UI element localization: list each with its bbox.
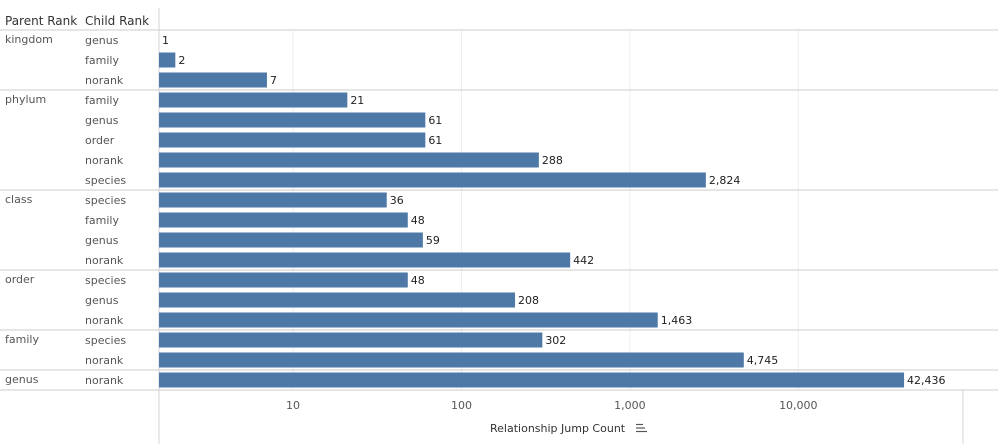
data-label: 21 bbox=[350, 94, 364, 107]
data-label: 1,463 bbox=[661, 314, 693, 327]
bar[interactable] bbox=[159, 372, 905, 388]
data-label: 1 bbox=[162, 34, 169, 47]
child-rank-label[interactable]: norank bbox=[85, 374, 124, 387]
bar[interactable] bbox=[159, 92, 348, 108]
data-label: 61 bbox=[428, 114, 442, 127]
child-rank-label[interactable]: species bbox=[85, 194, 126, 207]
bar[interactable] bbox=[159, 112, 426, 128]
data-label: 48 bbox=[411, 274, 425, 287]
bar[interactable] bbox=[159, 172, 706, 188]
bar[interactable] bbox=[159, 312, 658, 328]
parent-rank-label[interactable]: genus bbox=[5, 373, 39, 386]
data-label: 4,745 bbox=[747, 354, 779, 367]
sort-icon[interactable] bbox=[636, 423, 647, 433]
child-rank-label[interactable]: norank bbox=[85, 154, 124, 167]
child-rank-label[interactable]: family bbox=[85, 54, 119, 67]
x-tick-label: 100 bbox=[451, 399, 472, 412]
child-rank-label[interactable]: family bbox=[85, 94, 119, 107]
bar[interactable] bbox=[159, 352, 744, 368]
parent-rank-label[interactable]: family bbox=[5, 333, 39, 346]
data-label: 7 bbox=[270, 74, 277, 87]
bar[interactable] bbox=[159, 332, 543, 348]
bar[interactable] bbox=[159, 152, 539, 168]
child-rank-label[interactable]: family bbox=[85, 214, 119, 227]
data-label: 208 bbox=[518, 294, 539, 307]
data-label: 42,436 bbox=[907, 374, 946, 387]
bar[interactable] bbox=[159, 72, 267, 88]
x-axis-title[interactable]: Relationship Jump Count bbox=[490, 422, 626, 435]
x-tick-label: 10 bbox=[286, 399, 300, 412]
data-label: 59 bbox=[426, 234, 440, 247]
child-rank-header[interactable]: Child Rank bbox=[85, 14, 149, 28]
child-rank-label[interactable]: norank bbox=[85, 354, 124, 367]
data-label: 302 bbox=[545, 334, 566, 347]
child-rank-label[interactable]: species bbox=[85, 274, 126, 287]
data-label: 442 bbox=[573, 254, 594, 267]
child-rank-label[interactable]: genus bbox=[85, 114, 119, 127]
parent-rank-label[interactable]: order bbox=[5, 273, 35, 286]
bar[interactable] bbox=[159, 292, 516, 308]
parent-rank-label[interactable]: class bbox=[5, 193, 33, 206]
child-rank-label[interactable]: genus bbox=[85, 34, 119, 47]
data-label: 61 bbox=[428, 134, 442, 147]
parent-rank-label[interactable]: phylum bbox=[5, 93, 46, 106]
child-rank-label[interactable]: norank bbox=[85, 254, 124, 267]
bar[interactable] bbox=[159, 192, 387, 208]
data-label: 288 bbox=[542, 154, 563, 167]
bar[interactable] bbox=[159, 52, 176, 68]
x-tick-label: 1,000 bbox=[614, 399, 646, 412]
bar[interactable] bbox=[159, 212, 408, 228]
child-rank-label[interactable]: species bbox=[85, 174, 126, 187]
bar[interactable] bbox=[159, 272, 408, 288]
child-rank-label[interactable]: norank bbox=[85, 314, 124, 327]
x-tick-label: 10,000 bbox=[779, 399, 818, 412]
parent-rank-header[interactable]: Parent Rank bbox=[5, 14, 77, 28]
child-rank-label[interactable]: order bbox=[85, 134, 115, 147]
chart-rows: kingdom genus 1 family 2 norank 7 phylum family 2… bbox=[5, 33, 946, 388]
data-label: 36 bbox=[390, 194, 404, 207]
data-label: 2 bbox=[178, 54, 185, 67]
bar[interactable] bbox=[159, 132, 426, 148]
bar[interactable] bbox=[159, 252, 571, 268]
child-rank-label[interactable]: genus bbox=[85, 294, 119, 307]
data-label: 2,824 bbox=[709, 174, 741, 187]
child-rank-label[interactable]: norank bbox=[85, 74, 124, 87]
data-label: 48 bbox=[411, 214, 425, 227]
bar[interactable] bbox=[159, 232, 423, 248]
x-axis-ticks: 10 100 1,000 10,000 bbox=[286, 399, 818, 412]
parent-rank-label[interactable]: kingdom bbox=[5, 33, 53, 46]
child-rank-label[interactable]: species bbox=[85, 334, 126, 347]
child-rank-label[interactable]: genus bbox=[85, 234, 119, 247]
